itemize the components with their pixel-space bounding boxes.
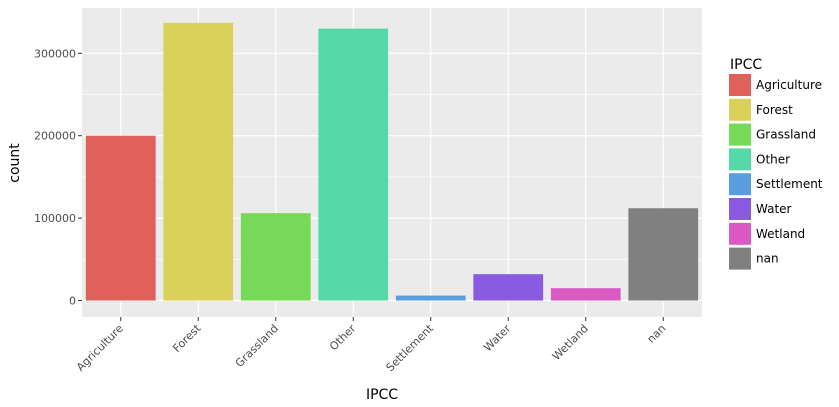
legend-key-settlement: [729, 173, 751, 196]
y-tick-label: 0: [69, 295, 76, 308]
legend-key-other: [729, 148, 751, 171]
legend-key-forest: [729, 98, 751, 121]
legend-label: nan: [756, 252, 779, 266]
legend-key-wetland: [729, 222, 751, 245]
x-tick-label: Grassland: [233, 322, 281, 370]
x-tick-label: Forest: [170, 321, 204, 355]
x-tick-label: nan: [645, 322, 669, 346]
bar-grassland: [240, 213, 311, 301]
y-tick-label: 200000: [34, 130, 76, 143]
legend-key-nan: [729, 247, 751, 270]
legend-label: Water: [756, 202, 792, 216]
bar-water: [473, 274, 544, 301]
legend: IPCC Agriculture Forest Grassland Other Sett…: [729, 57, 823, 270]
y-tick-label: 100000: [34, 212, 76, 225]
y-axis-title: count: [7, 143, 23, 183]
legend-label: Forest: [756, 103, 793, 117]
bar-wetland: [550, 288, 621, 301]
legend-label: Wetland: [756, 227, 805, 241]
legend-label: Other: [756, 152, 790, 166]
legend-label: Settlement: [756, 177, 823, 191]
legend-label: Agriculture: [756, 78, 822, 92]
x-tick-label: Water: [481, 322, 514, 355]
bar-other: [318, 28, 389, 301]
bar-forest: [163, 22, 234, 301]
legend-key-agriculture: [729, 74, 751, 96]
legend-label: Grassland: [756, 128, 816, 142]
y-tick-label: 300000: [34, 47, 76, 60]
bar-settlement: [395, 295, 466, 301]
x-tick-label: Settlement: [384, 321, 437, 374]
y-axis: 0 100000 200000 300000: [34, 47, 82, 308]
bar-agriculture: [85, 135, 156, 301]
x-axis: Agriculture Forest Grassland Other Settlemen…: [74, 317, 668, 374]
legend-key-grassland: [729, 123, 751, 146]
x-tick-label: Other: [327, 322, 359, 354]
legend-title: IPCC: [730, 57, 762, 73]
bar-nan: [628, 208, 699, 301]
x-axis-title: IPCC: [366, 387, 398, 403]
x-tick-label: Agriculture: [74, 322, 126, 374]
bars: [85, 22, 699, 301]
x-tick-label: Wetland: [550, 322, 591, 363]
legend-key-water: [729, 198, 751, 220]
legend-entries: Agriculture Forest Grassland Other Settlemen…: [729, 74, 823, 270]
